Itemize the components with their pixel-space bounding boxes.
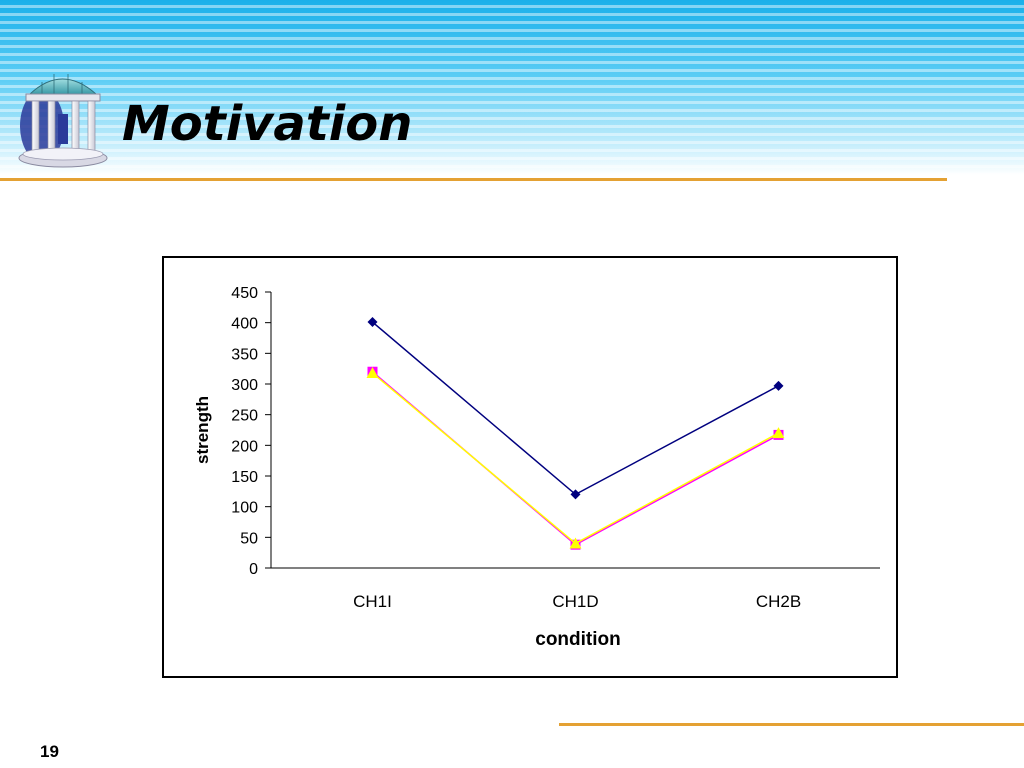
gazebo-logo-icon bbox=[18, 74, 108, 168]
x-axis-title: condition bbox=[535, 629, 620, 650]
y-tick-label: 150 bbox=[231, 469, 258, 486]
y-tick-label: 400 bbox=[231, 316, 258, 333]
y-axis: 0 50 100 150 200 250 300 350 400 450 bbox=[231, 285, 272, 578]
series-line-3 bbox=[372, 372, 779, 545]
y-tick-label: 100 bbox=[231, 500, 258, 517]
series-3-point bbox=[366, 366, 379, 378]
y-tick-label: 0 bbox=[249, 561, 258, 578]
series-3-point bbox=[569, 537, 582, 549]
series-3-point bbox=[772, 427, 785, 439]
page-number: 19 bbox=[40, 742, 59, 761]
x-tick-label: CH1D bbox=[552, 592, 598, 611]
footer-divider bbox=[559, 723, 1024, 726]
y-tick-label: 350 bbox=[231, 346, 258, 363]
x-axis: CH1I CH1D CH2B bbox=[271, 567, 880, 611]
y-axis-title: strength bbox=[193, 396, 212, 464]
line-chart: 0 50 100 150 200 250 300 350 400 450 CH1I CH1D CH2B… bbox=[193, 285, 880, 650]
x-tick-label: CH1I bbox=[353, 592, 392, 611]
y-tick-label: 300 bbox=[231, 377, 258, 394]
series-line-2 bbox=[372, 371, 779, 546]
x-tick-label: CH2B bbox=[756, 592, 801, 611]
y-tick-label: 450 bbox=[231, 285, 258, 302]
y-tick-label: 200 bbox=[231, 438, 258, 455]
slide-title: Motivation bbox=[122, 96, 413, 152]
series-1-point bbox=[367, 317, 378, 328]
y-tick-label: 50 bbox=[240, 530, 258, 547]
header-divider bbox=[0, 178, 947, 181]
series-1-point bbox=[773, 380, 784, 391]
chart-frame: 0 50 100 150 200 250 300 350 400 450 CH1I CH1D CH2B… bbox=[162, 256, 898, 678]
series-layer bbox=[366, 317, 785, 550]
header-band bbox=[0, 0, 1024, 175]
y-tick-label: 250 bbox=[231, 408, 258, 425]
series-1-point bbox=[570, 489, 581, 500]
